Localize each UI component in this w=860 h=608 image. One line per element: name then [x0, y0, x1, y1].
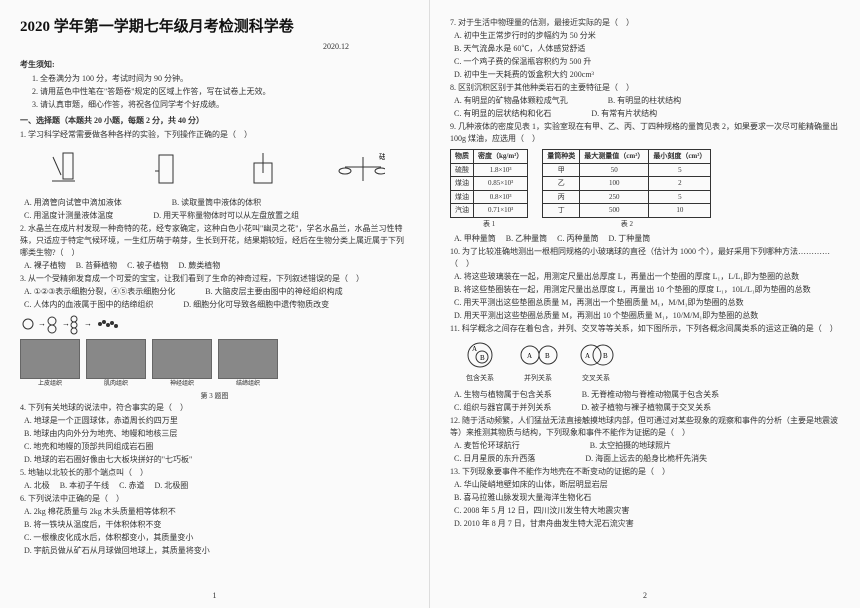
question-2: 2. 水晶兰在成片村发现一种奇特的花，经专家确定，这种白色小花叫"幽灵之花"，学…: [20, 223, 409, 259]
q9-choices: A. 甲种量筒B. 乙种量筒C. 丙种量筒D. 丁种量筒: [450, 233, 840, 245]
q4-choices: A. 地球是一个正圆球体，赤道周长约四万里 B. 地球由内向外分为地壳、地幔和地…: [20, 415, 409, 466]
svg-text:A: A: [527, 352, 532, 360]
svg-text:B: B: [480, 354, 485, 362]
question-6: 6. 下列说法中正确的是（ ）: [20, 493, 409, 505]
q9-tables: 物质密度（kg/m³） 硫酸1.8×10³ 煤油0.85×10³ 煤油0.8×1…: [450, 149, 840, 229]
q5-choices: A. 北极B. 本初子午线C. 赤道D. 北极圈: [20, 480, 409, 492]
tissue-photo: [20, 339, 80, 379]
venn-contain-icon: AB: [460, 341, 500, 369]
cylinder-table: 量筒种类最大测量值（cm³）最小刻度（cm³） 甲505 乙1002 丙2505…: [542, 149, 711, 218]
question-11: 11. 科学概念之间存在着包含，并列、交叉等等关系，如下图所示，下列各概念间属类…: [450, 323, 840, 335]
right-page: 7. 对于生活中物理量的估测，最接近实际的是（ ） A. 初中生正常步行时的步幅…: [430, 0, 860, 608]
svg-text:→: →: [84, 319, 92, 328]
notice-item: 1. 全卷满分为 100 分，考试时间为 90 分钟。: [32, 73, 409, 85]
svg-text:→: →: [38, 319, 46, 328]
q7-choices: A. 初中生正常步行时的步幅约为 50 分米 B. 天气流鼻水是 60℃，人体感…: [450, 30, 840, 81]
q1-figure: 砝码: [20, 147, 409, 191]
page-number: 2: [643, 590, 647, 602]
question-1: 1. 学习科学经常需要做各种各样的实验，下列操作正确的是（ ）: [20, 129, 409, 141]
density-table: 物质密度（kg/m³） 硫酸1.8×10³ 煤油0.85×10³ 煤油0.8×1…: [450, 149, 528, 218]
left-page: 2020 学年第一学期七年级月考检测科学卷 2020.12 考生须知: 1. 全…: [0, 0, 430, 608]
part1-title: 一、选择题（本题共 20 小题，每题 2 分，共 40 分）: [20, 115, 409, 127]
svg-text:B: B: [545, 352, 550, 360]
q12-choices: A. 麦哲伦环球航行B. 太空拍摄的地球照片 C. 日月星辰的东升西落D. 海面…: [450, 440, 840, 465]
diagram-balance-icon: 砝码: [335, 150, 385, 188]
svg-text:A: A: [472, 345, 477, 353]
question-10: 10. 为了比较准确地测出一根相同规格的小玻璃球的直径（估计为 1000 个），…: [450, 246, 840, 270]
question-5: 5. 地轴以北较长的那个端点叫（ ）: [20, 467, 409, 479]
question-4: 4. 下列有关地球的说法中，符合事实的是（ ）: [20, 402, 409, 414]
cell-diagram-icon: → → →: [20, 313, 409, 335]
diagram-thermometer-icon: [238, 150, 288, 188]
q1-choices: A. 用滴管向试管中滴加液体B. 读取量筒中液体的体积 C. 用温度计测量液体温…: [20, 197, 409, 222]
q6-choices: A. 2kg 棉花质量与 2kg 木头质量相等体积不 B. 将一铁块从温度后，干…: [20, 506, 409, 557]
svg-text:A: A: [585, 352, 590, 360]
question-13: 13. 下列现象要事件不能作为地壳在不断变动的证据的是（ ）: [450, 466, 840, 478]
tissue-photo: [152, 339, 212, 379]
fig3-caption: 第 3 题图: [20, 391, 409, 402]
venn-intersect-icon: AB: [576, 341, 616, 369]
q3-choices: A. ①②③表示细胞分裂，④⑤表示细胞分化B. 大脑皮层主要由图中的神经组织构成…: [20, 286, 409, 311]
notice-item: 3. 请认真审题，细心作答，将祝各位同学考个好成绩。: [32, 99, 409, 111]
q10-choices: A. 将这些玻璃装在一起，用测定尺量出总厚度 L，再量出一个垫圈的厚度 L₁，L…: [450, 271, 840, 322]
notice-item: 2. 请用蓝色中性笔在"答题卷"规定的区域上作答，写在试卷上无效。: [32, 86, 409, 98]
q8-choices: A. 有明显的矿物晶体颗粒成气孔B. 有明显的柱状结构 C. 有明显的层状结构和…: [450, 95, 840, 120]
exam-date: 2020.12: [20, 41, 409, 53]
svg-text:B: B: [603, 352, 608, 360]
page-number: 1: [213, 590, 217, 602]
tissue-photos: 上皮组织 肌肉组织 神经组织 结缔组织: [20, 339, 409, 389]
question-3: 3. 从一个受精卵发育成一个可爱的宝宝，让我们看到了生命的神奇过程，下列叙述错误…: [20, 273, 409, 285]
tissue-photo: [86, 339, 146, 379]
venn-diagrams: AB 包含关系 AB 并列关系 AB 交叉关系: [450, 341, 840, 383]
diagram-cylinder-icon: [141, 150, 191, 188]
question-9: 9. 几种液体的密度见表 1，实验室现在有甲、乙、丙、丁四种规格的量筒见表 2，…: [450, 121, 840, 145]
notice-list: 1. 全卷满分为 100 分，考试时间为 90 分钟。 2. 请用蓝色中性笔在"…: [20, 73, 409, 111]
q11-choices: A. 生物与植物属于包含关系B. 无脊椎动物与脊椎动物属于包含关系 C. 组织与…: [450, 389, 840, 414]
notice-title: 考生须知:: [20, 59, 409, 71]
question-8: 8. 区别沉积区别于其他种类岩石的主要特征是（ ）: [450, 82, 840, 94]
q13-choices: A. 华山陡峭地壁如床的山体，断层明显岩层 B. 喜马拉雅山脉发现大量海洋生物化…: [450, 479, 840, 530]
exam-title: 2020 学年第一学期七年级月考检测科学卷: [20, 16, 409, 39]
q2-choices: A. 裸子植物B. 苔藓植物C. 被子植物D. 蕨类植物: [20, 260, 409, 272]
svg-text:→: →: [62, 319, 70, 328]
question-7: 7. 对于生活中物理量的估测，最接近实际的是（ ）: [450, 17, 840, 29]
venn-parallel-icon: AB: [518, 341, 558, 369]
diagram-dropper-icon: [44, 150, 94, 188]
svg-text:砝码: 砝码: [379, 152, 385, 161]
tissue-photo: [218, 339, 278, 379]
question-12: 12. 随于活动频繁，人们猛益无法直接触摸地球内部，但可通过对某些现象的观察和事…: [450, 415, 840, 439]
